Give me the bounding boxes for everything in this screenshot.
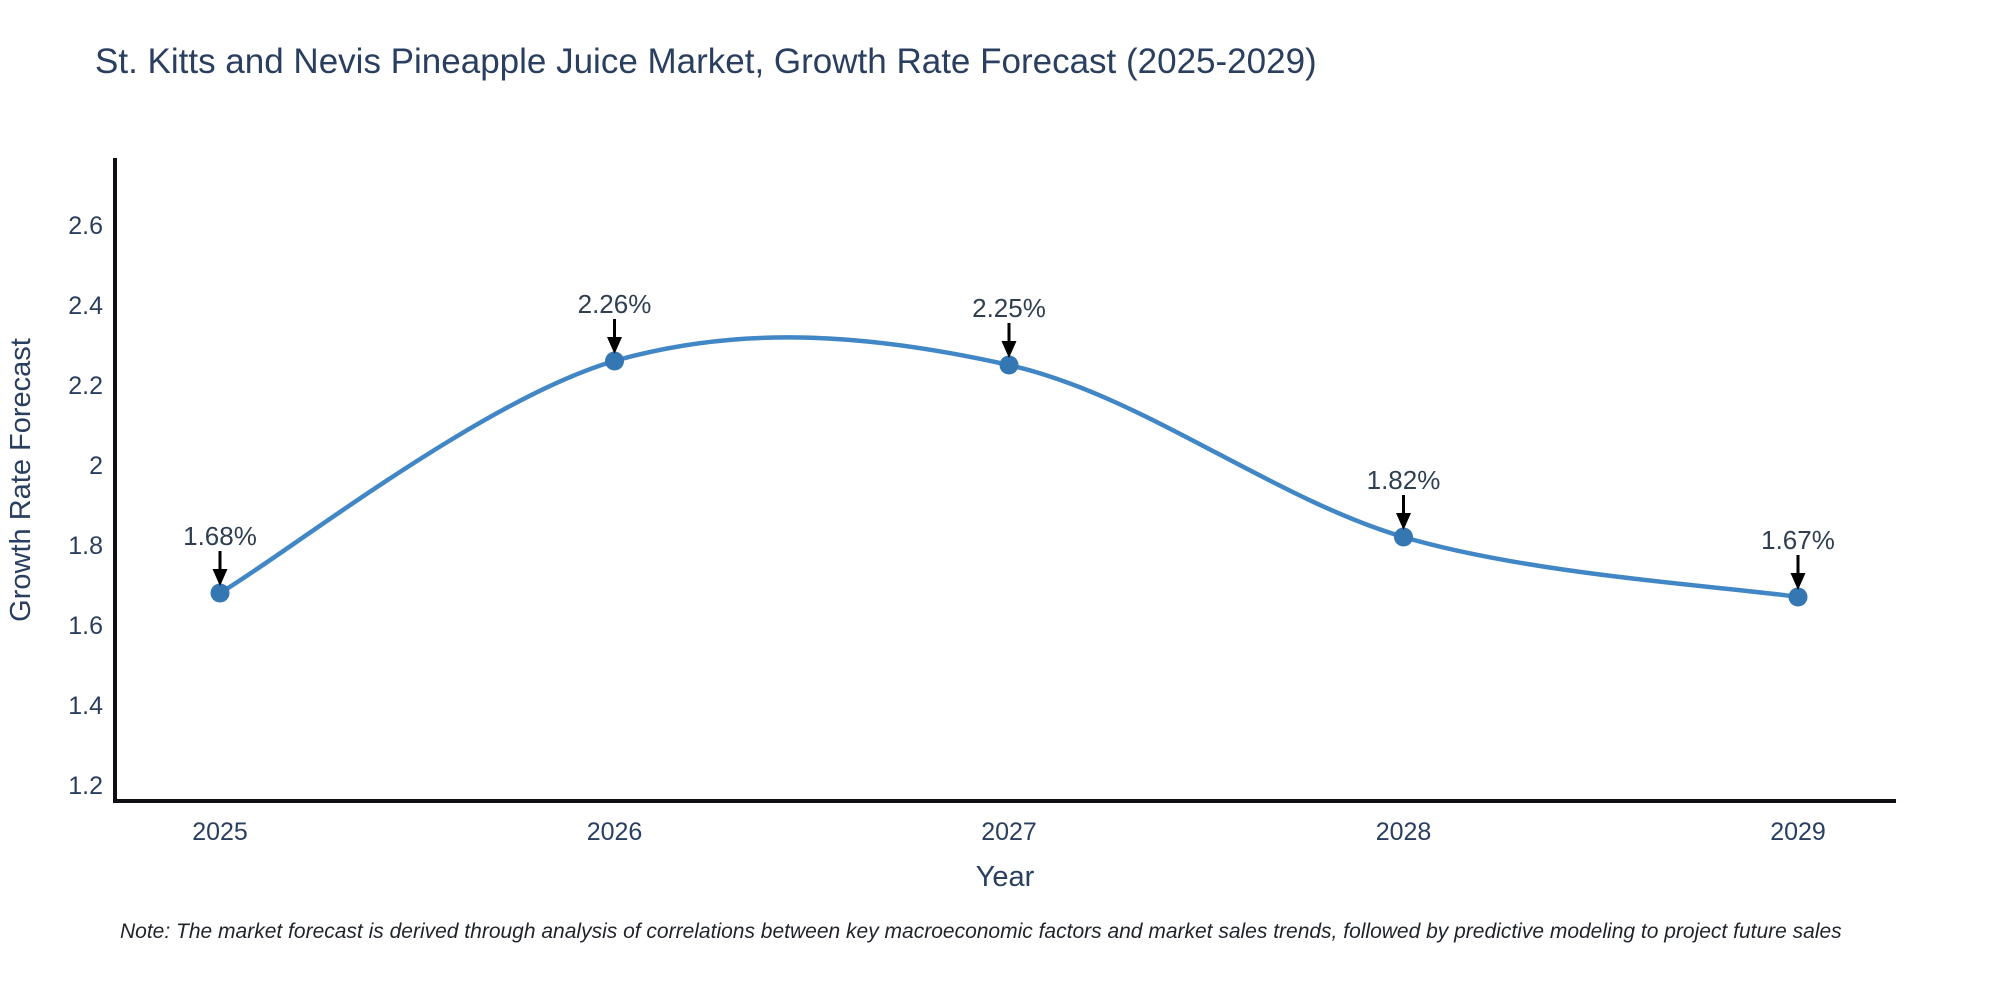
annotation-arrow-head <box>1396 513 1411 530</box>
y-tick-label: 1.8 <box>68 532 103 560</box>
data-point-label: 2.25% <box>972 293 1046 323</box>
data-point-label: 2.26% <box>578 289 652 319</box>
annotation-arrow-head <box>607 337 622 354</box>
data-point-marker <box>605 351 624 371</box>
y-tick-label: 1.4 <box>68 692 103 720</box>
data-point-label: 1.82% <box>1367 465 1441 495</box>
x-tick-label: 2028 <box>1376 818 1432 846</box>
chart-title: St. Kitts and Nevis Pineapple Juice Mark… <box>95 42 1317 81</box>
x-axis-title: Year <box>976 861 1035 893</box>
data-point-label: 1.67% <box>1761 525 1835 555</box>
y-tick-label: 2.6 <box>68 212 103 240</box>
axes <box>113 158 1896 803</box>
data-point-label: 1.68% <box>183 521 257 551</box>
forecast-spline-line <box>217 335 1801 600</box>
x-tick-label: 2027 <box>981 818 1037 846</box>
y-tick-label: 2 <box>89 452 103 480</box>
y-tick-label: 1.6 <box>68 612 103 640</box>
x-tick-label: 2029 <box>1770 818 1826 846</box>
footnote: Note: The market forecast is derived thr… <box>120 920 1842 943</box>
data-point-marker <box>999 355 1019 375</box>
data-point-marker <box>210 583 230 603</box>
annotation-arrow-head <box>1001 341 1017 358</box>
y-axis-title: Growth Rate Forecast <box>5 338 37 622</box>
x-axis-tick-labels: 2025 2026 2027 2028 2029 <box>192 818 1826 846</box>
data-point-marker <box>1788 587 1808 607</box>
y-tick-label: 2.4 <box>68 292 103 320</box>
y-tick-label: 1.2 <box>68 772 103 800</box>
x-tick-label: 2025 <box>192 818 248 846</box>
y-axis-tick-labels: 1.2 1.4 1.6 1.8 2 2.2 2.4 2.6 <box>68 212 103 800</box>
point-annotations: 1.68% 2.26% 2.25% 1.82% 1.67% <box>183 289 1835 590</box>
y-tick-label: 2.2 <box>68 372 103 400</box>
data-point-marker <box>1394 527 1413 547</box>
x-tick-label: 2026 <box>587 818 643 846</box>
data-series <box>210 335 1808 607</box>
annotation-arrow-head <box>1790 573 1806 590</box>
annotation-arrow-head <box>212 569 228 586</box>
